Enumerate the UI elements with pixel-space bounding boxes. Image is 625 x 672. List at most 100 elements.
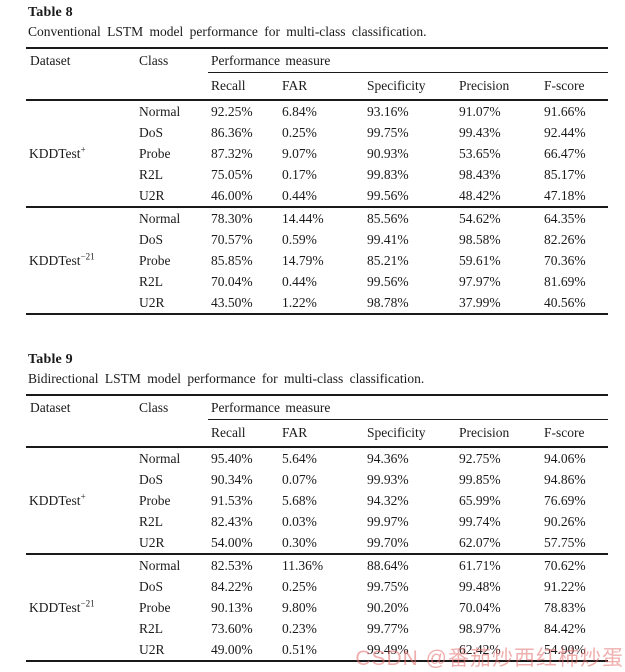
value-cell: 78.30% bbox=[208, 206, 279, 229]
value-cell: 90.34% bbox=[211, 471, 253, 487]
value-cell: 92.75% bbox=[459, 450, 501, 466]
dataset-cell: KDDTest−21 bbox=[26, 206, 136, 314]
value-cell: 66.47% bbox=[544, 145, 586, 161]
value-cell: 99.43% bbox=[459, 124, 501, 140]
value-cell: 99.41% bbox=[367, 231, 409, 247]
table-row: DoS 84.22% 0.25% 99.75% 99.48% 91.22% bbox=[26, 576, 608, 597]
value-cell: 37.99% bbox=[459, 294, 501, 310]
value-cell: 70.04% bbox=[459, 599, 501, 615]
value-cell: 53.65% bbox=[459, 145, 501, 161]
table-row: KDDTest−21 Normal 78.30% 14.44% 85.56% 54.62%… bbox=[26, 206, 609, 314]
class-cell: U2R bbox=[139, 187, 165, 203]
value-cell: 94.32% bbox=[367, 492, 409, 508]
table-9-section: Table 9 Bidirectional LSTM model perform… bbox=[26, 352, 609, 662]
table-9-title: Table 9 bbox=[28, 352, 73, 367]
value-cell: 9.07% bbox=[282, 145, 317, 161]
column-header-precision: Precision bbox=[456, 419, 541, 448]
value-cell: 0.25% bbox=[282, 578, 317, 594]
value-cell: 61.71% bbox=[456, 553, 541, 576]
table-8: Dataset Class Performance measure Recall… bbox=[26, 47, 609, 315]
value-cell: 86.36% bbox=[211, 124, 253, 140]
value-cell: 92.44% bbox=[544, 124, 586, 140]
value-cell: 85.56% bbox=[364, 206, 456, 229]
table-row: U2R 43.50% 1.22% 98.78% 37.99% 40.56% bbox=[26, 292, 608, 314]
value-cell: 87.32% bbox=[211, 145, 253, 161]
value-cell: 90.20% bbox=[367, 599, 409, 615]
value-cell: 99.75% bbox=[367, 578, 409, 594]
value-cell: 99.93% bbox=[367, 471, 409, 487]
value-cell: 85.85% bbox=[211, 252, 253, 268]
table-9: Dataset Class Performance measure Recall… bbox=[26, 394, 609, 662]
value-cell: 70.62% bbox=[541, 553, 609, 576]
value-cell: 40.56% bbox=[544, 294, 586, 310]
value-cell: 85.17% bbox=[544, 166, 586, 182]
table-row: DoS 86.36% 0.25% 99.75% 99.43% 92.44% bbox=[26, 122, 608, 143]
table-row: R2L 73.60% 0.23% 99.77% 98.97% 84.42% bbox=[26, 618, 608, 639]
value-cell: 54.00% bbox=[211, 534, 253, 550]
table-row: DoS 70.57% 0.59% 99.41% 98.58% 82.26% bbox=[26, 229, 608, 250]
dataset-cell: KDDTest+ bbox=[26, 100, 136, 207]
value-cell: 0.59% bbox=[282, 231, 317, 247]
column-header-far: FAR bbox=[279, 419, 364, 448]
class-cell: DoS bbox=[139, 124, 164, 140]
value-cell: 0.07% bbox=[282, 471, 317, 487]
value-cell: 99.85% bbox=[459, 471, 501, 487]
value-cell: 99.48% bbox=[459, 578, 501, 594]
value-cell: 70.04% bbox=[211, 273, 253, 289]
value-cell: 99.70% bbox=[367, 534, 409, 550]
table-row: Probe 90.13% 9.80% 90.20% 70.04% 78.83% bbox=[26, 597, 608, 618]
value-cell: 6.84% bbox=[282, 103, 317, 119]
value-cell: 5.64% bbox=[282, 450, 317, 466]
table-9-caption: Bidirectional LSTM model performance for… bbox=[28, 371, 425, 386]
value-cell: 49.00% bbox=[211, 641, 253, 657]
column-header-specificity: Specificity bbox=[364, 72, 456, 101]
dataset-name: KDDTest bbox=[29, 252, 81, 268]
value-cell: 82.53% bbox=[208, 553, 279, 576]
value-cell: 98.43% bbox=[459, 166, 501, 182]
table-row: U2R 54.00% 0.30% 99.70% 62.07% 57.75% bbox=[26, 532, 608, 554]
table-row: Probe 85.85% 14.79% 85.21% 59.61% 70.36% bbox=[26, 250, 608, 271]
value-cell: 90.13% bbox=[211, 599, 253, 615]
value-cell: 99.56% bbox=[367, 187, 409, 203]
dataset-name: KDDTest bbox=[29, 145, 81, 161]
value-cell: 82.43% bbox=[211, 513, 253, 529]
table-row: R2L 75.05% 0.17% 99.83% 98.43% 85.17% bbox=[26, 164, 608, 185]
value-cell: 62.42% bbox=[459, 641, 501, 657]
value-cell: 11.36% bbox=[279, 553, 364, 576]
class-cell: Probe bbox=[139, 145, 171, 161]
table-8-section: Table 8 Conventional LSTM model performa… bbox=[26, 5, 609, 315]
class-cell: Normal bbox=[136, 553, 208, 576]
value-cell: 14.79% bbox=[282, 252, 324, 268]
value-cell: 65.99% bbox=[459, 492, 501, 508]
value-cell: 98.97% bbox=[459, 620, 501, 636]
value-cell: 91.66% bbox=[544, 103, 586, 119]
column-header-fscore: F-score bbox=[541, 419, 609, 448]
table-row: R2L 82.43% 0.03% 99.97% 99.74% 90.26% bbox=[26, 511, 608, 532]
value-cell: 88.64% bbox=[364, 553, 456, 576]
value-cell: 0.44% bbox=[282, 187, 317, 203]
dataset-superscript: −21 bbox=[80, 598, 95, 608]
class-cell: Probe bbox=[139, 492, 171, 508]
column-header-dataset: Dataset bbox=[26, 395, 136, 448]
class-cell: R2L bbox=[139, 513, 164, 529]
column-header-far: FAR bbox=[279, 72, 364, 101]
value-cell: 54.90% bbox=[544, 641, 586, 657]
table-row: KDDTest+ Normal 95.40% 5.64% 94.36% 92.75% 94.… bbox=[26, 447, 608, 508]
column-header-fscore: F-score bbox=[541, 72, 609, 101]
value-cell: 99.49% bbox=[367, 641, 409, 657]
table-8-caption: Conventional LSTM model performance for … bbox=[28, 24, 427, 39]
dataset-superscript: −21 bbox=[80, 251, 95, 261]
table-row: U2R 46.00% 0.44% 99.56% 48.42% 47.18% bbox=[26, 185, 608, 207]
value-cell: 91.07% bbox=[459, 103, 501, 119]
dataset-superscript: + bbox=[80, 491, 86, 501]
value-cell: 94.06% bbox=[544, 450, 586, 466]
table-9-header: Dataset Class Performance measure Recall… bbox=[26, 395, 609, 448]
value-cell: 82.26% bbox=[544, 231, 586, 247]
class-cell: Normal bbox=[136, 206, 208, 229]
table-8-group-kddtest-21: KDDTest−21 Normal 78.30% 14.44% 85.56% 54.62%… bbox=[26, 206, 609, 314]
column-group-performance-measure: Performance measure bbox=[208, 395, 609, 420]
value-cell: 0.03% bbox=[282, 513, 317, 529]
dataset-cell: KDDTest+ bbox=[26, 447, 136, 554]
dataset-cell: KDDTest−21 bbox=[26, 553, 136, 661]
